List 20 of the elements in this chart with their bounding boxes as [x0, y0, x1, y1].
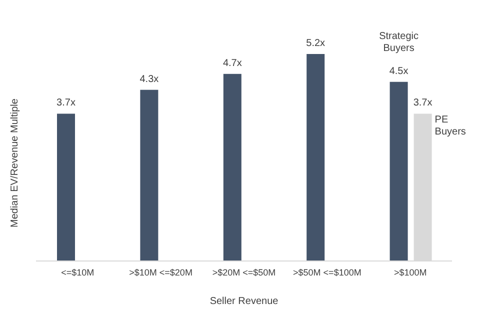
- series-label: PE Buyers: [434, 114, 466, 138]
- x-tick-label: >$50M <=$100M: [293, 267, 362, 278]
- bar: [140, 90, 158, 261]
- x-tick-label: >$20M <=$50M: [212, 267, 276, 278]
- data-label: 3.7x: [413, 98, 432, 109]
- data-label: 4.5x: [389, 66, 408, 77]
- y-axis-title: Median EV/Revenue Multiple: [10, 98, 21, 228]
- x-tick-label: >$10M <=$20M: [129, 267, 192, 278]
- bar: [223, 74, 242, 261]
- data-label: 3.7x: [56, 98, 76, 109]
- x-tick-label: >$100M: [394, 267, 427, 278]
- bar: [306, 54, 325, 261]
- bar: [390, 82, 408, 261]
- x-tick-label: <=$10M: [61, 267, 94, 278]
- data-label: 5.2x: [306, 38, 326, 49]
- bar: [57, 114, 75, 261]
- data-label: 4.3x: [140, 74, 159, 85]
- data-label: 4.7x: [222, 58, 242, 69]
- x-axis-title: Seller Revenue: [210, 296, 279, 307]
- text: Strategic Buyers: [379, 30, 419, 54]
